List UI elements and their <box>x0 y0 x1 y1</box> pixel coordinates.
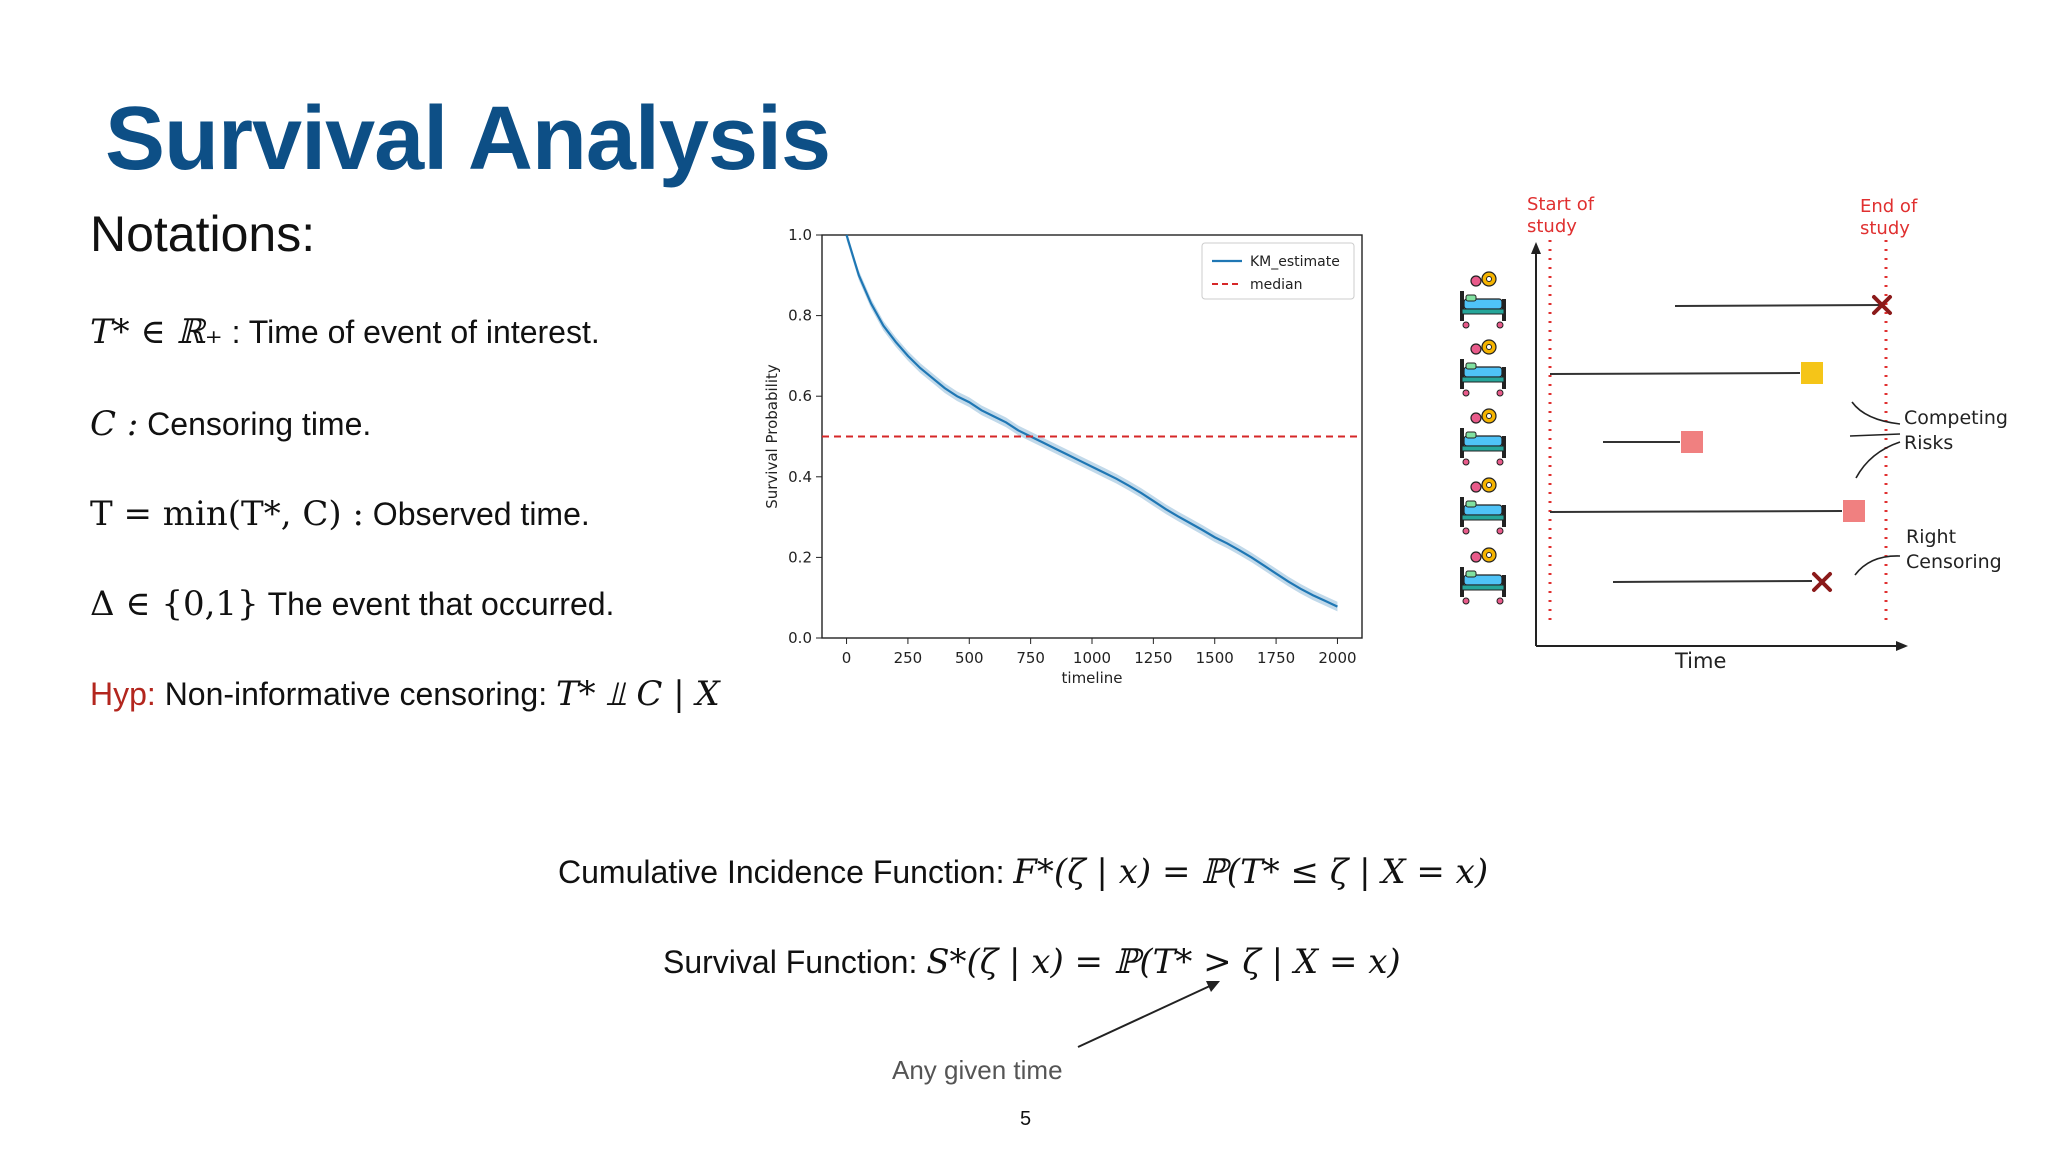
patient-5-timeline <box>1612 580 1813 583</box>
start-of-study-label-line1: Start of <box>1527 194 1595 215</box>
cif-label: Cumulative Incidence Function: <box>558 854 1005 890</box>
x-tick-label: 500 <box>955 649 984 667</box>
cif-formula: Cumulative Incidence Function: F*(ζ | x)… <box>558 852 1488 892</box>
x-tick-label: 1500 <box>1196 649 1234 667</box>
notation-event-time-math: T* ∈ ℝ₊ <box>90 312 223 352</box>
any-given-time-caption: Any given time <box>892 1055 1063 1085</box>
right-censoring-label-line1: Right <box>1906 526 1956 548</box>
notation-event-math: Δ ∈ {0,1} <box>90 584 259 624</box>
notations-heading: Notations: <box>90 206 316 262</box>
legend-km-label: KM_estimate <box>1250 254 1340 270</box>
competing-pointer-2 <box>1849 433 1901 437</box>
diagram-y-axis-arrow <box>1531 242 1541 254</box>
competing-risks-label-line2: Risks <box>1904 432 1953 454</box>
x-axis-label: timeline <box>1062 669 1123 687</box>
censoring-pointer <box>1854 555 1901 576</box>
diagram-time-label: Time <box>1674 649 1726 670</box>
notation-censoring-math: C : <box>90 404 139 444</box>
patient-1-event-x-icon <box>1872 295 1892 315</box>
y-tick-label: 0.6 <box>788 387 812 405</box>
km-chart: 0 250 500 750 1000 1250 1500 1750 2000 0.0 0.2 0.4 0… <box>763 226 1363 687</box>
page-number: 5 <box>1020 1108 1032 1130</box>
notation-hypothesis: Hyp: Non-informative censoring: T* ⫫ C |… <box>90 674 720 714</box>
slide-title: Survival Analysis <box>105 89 831 189</box>
x-tick-label: 1750 <box>1257 649 1295 667</box>
competing-pointer-1 <box>1851 401 1901 425</box>
x-tick-label: 1250 <box>1134 649 1172 667</box>
annotation-arrow <box>1077 981 1220 1048</box>
patient-2-timeline <box>1549 372 1801 375</box>
hospital-bed-icon <box>1460 271 1506 329</box>
notation-censoring: C : Censoring time. <box>90 404 371 444</box>
notation-observed: T = min(T*, C) : Observed time. <box>90 494 590 534</box>
hospital-bed-icon <box>1460 339 1506 397</box>
survival-label: Survival Function: <box>663 944 918 980</box>
study-diagram: Time Start of study End of study Competi… <box>1460 194 2008 670</box>
hypothesis-math: T* ⫫ C | X <box>555 674 720 714</box>
y-axis-label: Survival Probability <box>763 364 781 509</box>
patient-2-competing-square <box>1801 362 1823 384</box>
notation-observed-math: T = min(T*, C) : <box>90 494 364 534</box>
start-of-study-label-line2: study <box>1527 216 1577 237</box>
patient-icons <box>1460 271 1506 605</box>
x-tick-label: 0 <box>842 649 852 667</box>
cif-math: F*(ζ | x) = ℙ(T* ≤ ζ | X = x) <box>1013 852 1489 892</box>
hospital-bed-icon <box>1460 477 1506 535</box>
y-tick-label: 0.8 <box>788 307 812 325</box>
survival-math: S*(ζ | x) = ℙ(T* > ζ | X = x) <box>926 942 1401 982</box>
notation-event-time: T* ∈ ℝ₊ : Time of event of interest. <box>90 312 600 352</box>
notation-event-time-text: : Time of event of interest. <box>231 314 600 350</box>
end-of-study-label-line1: End of <box>1860 196 1918 217</box>
notation-censoring-text: Censoring time. <box>147 406 372 442</box>
legend-median-label: median <box>1250 277 1302 293</box>
notation-observed-text: Observed time. <box>372 496 590 532</box>
y-tick-label: 0.4 <box>788 468 812 486</box>
x-tick-label: 1000 <box>1073 649 1111 667</box>
patient-5-event-x-icon <box>1812 572 1832 592</box>
competing-pointer-3 <box>1855 441 1901 479</box>
hypothesis-label: Hyp: <box>90 676 156 712</box>
km-plot-area: 0 250 500 750 1000 1250 1500 1750 2000 0.0 0.2 0.4 0… <box>763 226 1363 687</box>
x-tick-label: 750 <box>1016 649 1045 667</box>
km-estimate-line <box>845 234 1338 608</box>
hospital-bed-icon <box>1460 408 1506 466</box>
survival-formula: Survival Function: S*(ζ | x) = ℙ(T* > ζ … <box>663 942 1401 982</box>
x-tick-label: 250 <box>894 649 923 667</box>
patient-4-competing-square <box>1843 500 1865 522</box>
notation-event-text: The event that occurred. <box>267 586 615 622</box>
hospital-bed-icon <box>1460 547 1506 605</box>
right-censoring-label-line2: Censoring <box>1906 551 2002 573</box>
x-tick-label: 2000 <box>1318 649 1356 667</box>
notation-event: Δ ∈ {0,1} The event that occurred. <box>90 584 614 624</box>
legend-box <box>1201 242 1355 300</box>
competing-risks-label-line1: Competing <box>1904 407 2008 429</box>
hypothesis-text: Non-informative censoring: <box>164 676 548 712</box>
diagram-x-axis-arrow <box>1896 641 1908 651</box>
patient-1-timeline <box>1674 304 1884 307</box>
patient-4-timeline <box>1549 510 1843 513</box>
y-tick-label: 0.0 <box>788 629 812 647</box>
y-tick-label: 1.0 <box>788 226 812 244</box>
y-tick-label: 0.2 <box>788 548 812 566</box>
patient-3-competing-square <box>1681 431 1703 453</box>
end-of-study-label-line2: study <box>1860 218 1910 239</box>
